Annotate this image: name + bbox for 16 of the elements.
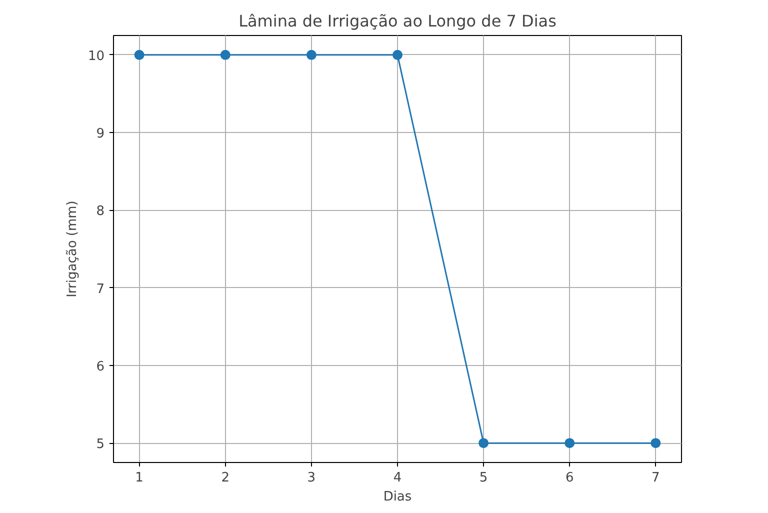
y-axis-title: Irrigação (mm): [64, 200, 80, 298]
x-tick-label: 3: [307, 470, 316, 486]
y-tick-label: 9: [96, 126, 105, 142]
x-tick-label: 4: [393, 470, 402, 486]
y-tick-label: 8: [96, 204, 105, 220]
x-tick-label: 6: [565, 470, 574, 486]
x-tick-label: 1: [135, 470, 144, 486]
y-tick-label: 6: [96, 359, 105, 374]
y-tick-label: 5: [96, 437, 105, 452]
y-tick-label: 7: [96, 282, 105, 297]
chart-title: Lâmina de Irrigação ao Longo de 7 Dias: [238, 12, 556, 30]
x-axis-title: Dias: [383, 490, 412, 504]
x-tick-label: 5: [479, 470, 488, 486]
x-tick-label: 2: [221, 470, 230, 486]
y-tick-label: 10: [88, 48, 105, 64]
x-tick-label: 7: [652, 470, 660, 486]
